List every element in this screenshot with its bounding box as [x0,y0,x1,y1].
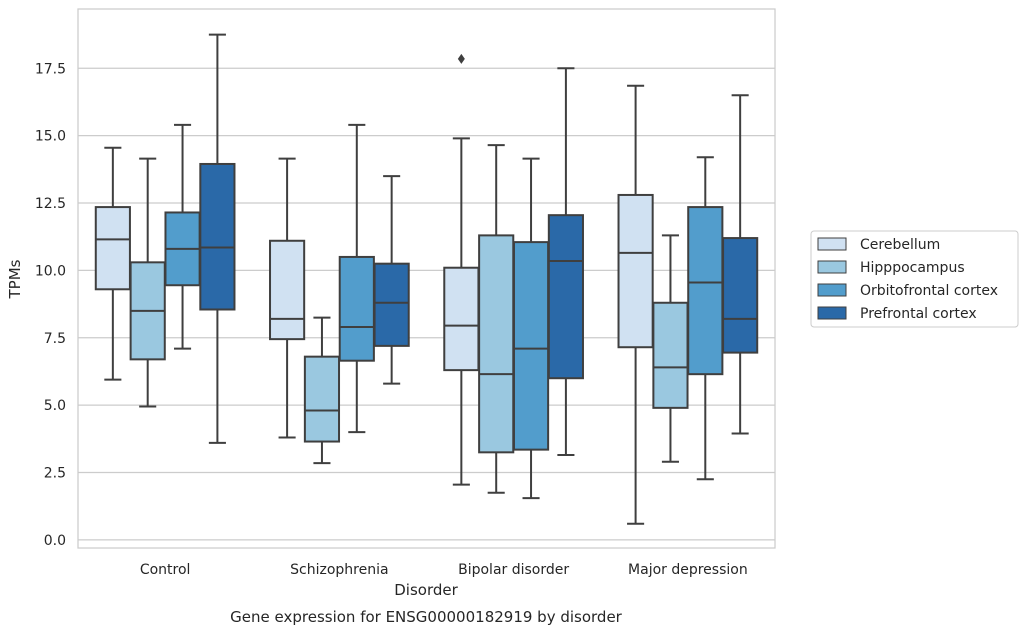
legend-swatch [817,283,847,297]
box-cerebellum [443,53,480,486]
y-tick-label: 7.5 [44,331,66,347]
box-hipppocampus [478,144,515,494]
y-axis-label: TPMs [6,259,24,299]
legend-swatch [817,306,847,320]
grid-lines [78,67,775,541]
x-tick-label: Bipolar disorder [458,562,569,578]
box-hipppocampus [652,234,689,463]
box-cerebellum [94,146,131,381]
y-tick-label: 12.5 [35,196,66,212]
box-prefrontal-cortex [373,175,410,385]
box-iqr [722,237,759,354]
legend-swatch [817,260,847,274]
box-prefrontal-cortex [547,67,584,457]
box-prefrontal-cortex [199,33,236,444]
box-iqr [303,355,341,443]
legend-label: Hipppocampus [860,260,965,276]
x-tick-label: Schizophrenia [290,562,388,578]
y-tick-label: 2.5 [44,466,66,482]
box-orbitofrontal-cortex [338,123,375,434]
legend: Cerebellum Hipppocampus Orbitofrontal cort… [810,230,1019,328]
box-iqr [687,206,724,376]
legend-label: Prefrontal cortex [860,306,977,322]
x-axis-label: Disorder [394,581,458,599]
x-tick-label: Major depression [628,562,748,578]
box-cerebellum [269,157,306,439]
box-orbitofrontal-cortex [687,156,724,481]
y-tick-label: 17.5 [35,61,66,77]
box-iqr [338,255,375,362]
box-iqr [443,266,480,372]
box-hipppocampus [303,316,341,465]
y-tick-label: 15.0 [35,129,66,145]
y-tick-label: 5.0 [44,398,66,414]
box-iqr [94,206,131,291]
box-hipppocampus [129,157,166,408]
box-iqr [478,234,515,454]
legend-items: Cerebellum Hipppocampus Orbitofrontal cort… [817,237,998,322]
plot-frame [77,8,776,549]
box-iqr [617,193,654,349]
figure-caption: Gene expression for ENSG00000182919 by d… [230,608,623,626]
outlier-point [457,53,465,64]
box-iqr [199,162,236,311]
box-prefrontal-cortex [722,94,759,435]
box-cerebellum [617,84,654,525]
box-iqr [373,262,410,347]
y-axis-ticks: 0.0 2.5 5.0 7.5 10.0 12.5 15.0 17.5 [35,61,66,549]
y-tick-label: 10.0 [35,263,66,279]
legend-swatch [817,237,847,251]
y-tick-label: 0.0 [44,533,66,549]
x-tick-label: Control [140,562,191,578]
legend-frame [810,230,1019,328]
box-series [94,33,759,525]
box-iqr [652,301,689,409]
legend-label: Orbitofrontal cortex [860,283,998,299]
x-axis-ticks: Control Schizophrenia Bipolar disorder Majo… [140,562,748,578]
legend-label: Cerebellum [860,237,940,253]
box-iqr [269,239,306,341]
box-iqr [547,214,584,380]
box-iqr [512,241,550,451]
